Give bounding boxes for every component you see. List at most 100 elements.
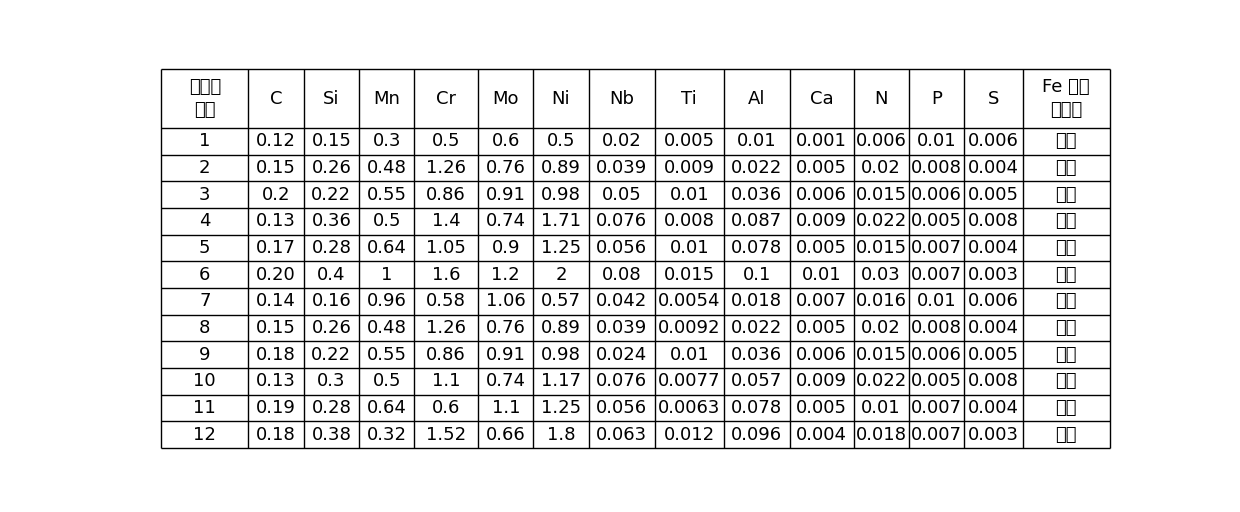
Text: 0.01: 0.01 [916,292,956,310]
Text: 0.009: 0.009 [663,159,714,177]
Text: 0.01: 0.01 [802,266,842,284]
Text: 0.024: 0.024 [596,346,647,364]
Text: 0.016: 0.016 [856,292,906,310]
Text: 0.009: 0.009 [796,212,847,230]
Text: 0.006: 0.006 [911,346,962,364]
Text: 余量: 余量 [1055,292,1078,310]
Text: 0.1: 0.1 [743,266,771,284]
Text: 0.008: 0.008 [968,372,1019,390]
Text: 0.006: 0.006 [968,132,1019,150]
Text: 0.05: 0.05 [601,185,641,204]
Text: 余量: 余量 [1055,159,1078,177]
Text: 1.1: 1.1 [491,399,520,417]
Text: 0.008: 0.008 [968,212,1019,230]
Text: 0.015: 0.015 [663,266,714,284]
Text: 0.004: 0.004 [968,159,1019,177]
Text: 0.13: 0.13 [257,212,296,230]
Text: 0.22: 0.22 [311,346,351,364]
Text: Ni: Ni [552,90,570,108]
Text: 0.022: 0.022 [856,372,906,390]
Text: 1.4: 1.4 [432,212,460,230]
Text: 0.6: 0.6 [432,399,460,417]
Text: 0.16: 0.16 [311,292,351,310]
Text: 0.02: 0.02 [862,319,901,337]
Text: 0.4: 0.4 [317,266,346,284]
Text: 1: 1 [200,132,211,150]
Text: 2: 2 [556,266,567,284]
Text: 0.66: 0.66 [486,425,526,443]
Text: 0.015: 0.015 [856,185,906,204]
Text: 0.004: 0.004 [968,319,1019,337]
Text: 10: 10 [193,372,216,390]
Text: 0.006: 0.006 [968,292,1019,310]
Text: 0.006: 0.006 [796,346,847,364]
Text: 0.096: 0.096 [732,425,782,443]
Text: 1.2: 1.2 [491,266,520,284]
Text: 1: 1 [381,266,392,284]
Text: 1.8: 1.8 [547,425,575,443]
Text: 0.007: 0.007 [796,292,847,310]
Text: 0.5: 0.5 [432,132,460,150]
Text: S: S [988,90,999,108]
Text: Si: Si [324,90,340,108]
Text: 0.008: 0.008 [911,159,962,177]
Text: 0.015: 0.015 [856,239,906,257]
Text: 1.25: 1.25 [541,239,582,257]
Text: 0.004: 0.004 [968,399,1019,417]
Text: 1.06: 1.06 [486,292,526,310]
Text: N: N [874,90,888,108]
Text: 0.005: 0.005 [663,132,714,150]
Text: 0.036: 0.036 [732,346,782,364]
Text: 1.26: 1.26 [427,159,466,177]
Text: 0.003: 0.003 [968,266,1019,284]
Text: 余量: 余量 [1055,346,1078,364]
Text: 0.74: 0.74 [486,372,526,390]
Text: 0.008: 0.008 [663,212,714,230]
Text: 0.36: 0.36 [311,212,351,230]
Text: 0.022: 0.022 [732,319,782,337]
Text: 0.76: 0.76 [486,159,526,177]
Text: 12: 12 [193,425,216,443]
Text: 0.13: 0.13 [257,372,296,390]
Text: 0.006: 0.006 [796,185,847,204]
Text: 1.25: 1.25 [541,399,582,417]
Text: 8: 8 [200,319,211,337]
Text: 0.007: 0.007 [911,399,962,417]
Text: 0.006: 0.006 [856,132,906,150]
Text: 余量: 余量 [1055,185,1078,204]
Text: 9: 9 [200,346,211,364]
Text: 0.005: 0.005 [968,185,1019,204]
Text: 0.0063: 0.0063 [658,399,720,417]
Text: 0.01: 0.01 [916,132,956,150]
Text: 0.86: 0.86 [427,185,466,204]
Text: 余量: 余量 [1055,399,1078,417]
Text: 0.14: 0.14 [257,292,296,310]
Text: Ti: Ti [681,90,697,108]
Text: 0.5: 0.5 [372,212,401,230]
Text: 0.057: 0.057 [732,372,782,390]
Text: 0.01: 0.01 [670,346,709,364]
Text: 0.15: 0.15 [257,159,296,177]
Text: 0.76: 0.76 [486,319,526,337]
Text: 0.01: 0.01 [737,132,776,150]
Text: 0.036: 0.036 [732,185,782,204]
Text: 0.98: 0.98 [541,346,582,364]
Text: 余量: 余量 [1055,239,1078,257]
Text: 0.007: 0.007 [911,239,962,257]
Text: 0.28: 0.28 [311,239,351,257]
Text: 余量: 余量 [1055,372,1078,390]
Text: 0.007: 0.007 [911,425,962,443]
Text: 0.18: 0.18 [257,425,296,443]
Text: 0.26: 0.26 [311,159,351,177]
Text: 0.89: 0.89 [541,319,582,337]
Text: P: P [931,90,942,108]
Text: 0.38: 0.38 [311,425,351,443]
Text: 0.3: 0.3 [372,132,401,150]
Text: 1.05: 1.05 [427,239,466,257]
Text: 0.57: 0.57 [541,292,582,310]
Text: 0.005: 0.005 [968,346,1019,364]
Text: 0.012: 0.012 [663,425,714,443]
Text: 0.005: 0.005 [796,159,847,177]
Text: Mo: Mo [492,90,520,108]
Text: 0.26: 0.26 [311,319,351,337]
